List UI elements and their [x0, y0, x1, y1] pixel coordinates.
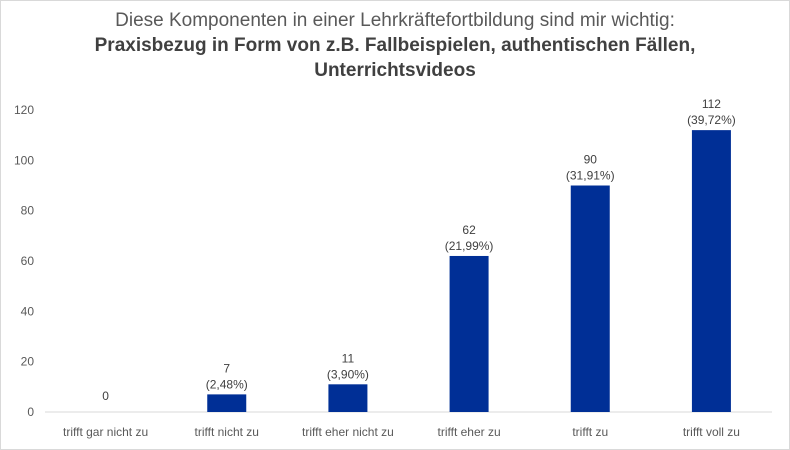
chart-title: Diese Komponenten in einer Lehrkräftefor…	[115, 10, 675, 31]
data-label-value: 7	[223, 361, 230, 375]
bars-group	[207, 130, 731, 412]
y-tick-label: 20	[21, 355, 35, 369]
data-label-value: 0	[102, 389, 109, 403]
y-tick-label: 120	[14, 103, 34, 117]
data-label-percent: (31,91%)	[566, 169, 615, 183]
y-tick-label: 40	[21, 304, 35, 318]
category-label: trifft zu	[572, 425, 608, 439]
chart-subtitle-line-1: Praxisbezug in Form von z.B. Fallbeispie…	[94, 35, 696, 56]
data-label-percent: (2,48%)	[206, 377, 248, 391]
data-label-percent: (21,99%)	[445, 239, 494, 253]
data-label-percent: (39,72%)	[687, 113, 736, 127]
chart-subtitle-line-2: Unterrichtsvideos	[314, 60, 476, 81]
category-label: trifft voll zu	[683, 425, 740, 439]
category-label: trifft gar nicht zu	[63, 425, 148, 439]
category-label: trifft nicht zu	[195, 425, 259, 439]
data-label-value: 112	[702, 97, 721, 111]
data-label-value: 90	[584, 153, 598, 167]
data-label-value: 62	[462, 223, 476, 237]
y-tick-label: 80	[21, 204, 35, 218]
data-label-value: 11	[342, 351, 355, 365]
bar	[449, 255, 489, 412]
bar	[207, 394, 247, 412]
data-label-percent: (3,90%)	[327, 367, 369, 381]
y-axis: 0 20 40 60 80 100 120	[14, 103, 34, 419]
bar	[328, 384, 368, 412]
bar	[691, 130, 731, 412]
y-tick-label: 100	[14, 153, 34, 167]
category-labels-group: trifft gar nicht zu trifft nicht zu trifft…	[63, 425, 740, 439]
data-labels-group: 0 7 (2,48%) 11 (3,90%) 62 (21,99%) 90 (31,91%) 11…	[102, 97, 736, 403]
y-tick-label: 60	[21, 254, 35, 268]
category-label: trifft eher nicht zu	[302, 425, 394, 439]
bar	[570, 185, 610, 412]
category-label: trifft eher zu	[438, 425, 501, 439]
y-tick-label: 0	[27, 405, 34, 419]
chart-title-block: Diese Komponenten in einer Lehrkräftefor…	[0, 8, 790, 83]
